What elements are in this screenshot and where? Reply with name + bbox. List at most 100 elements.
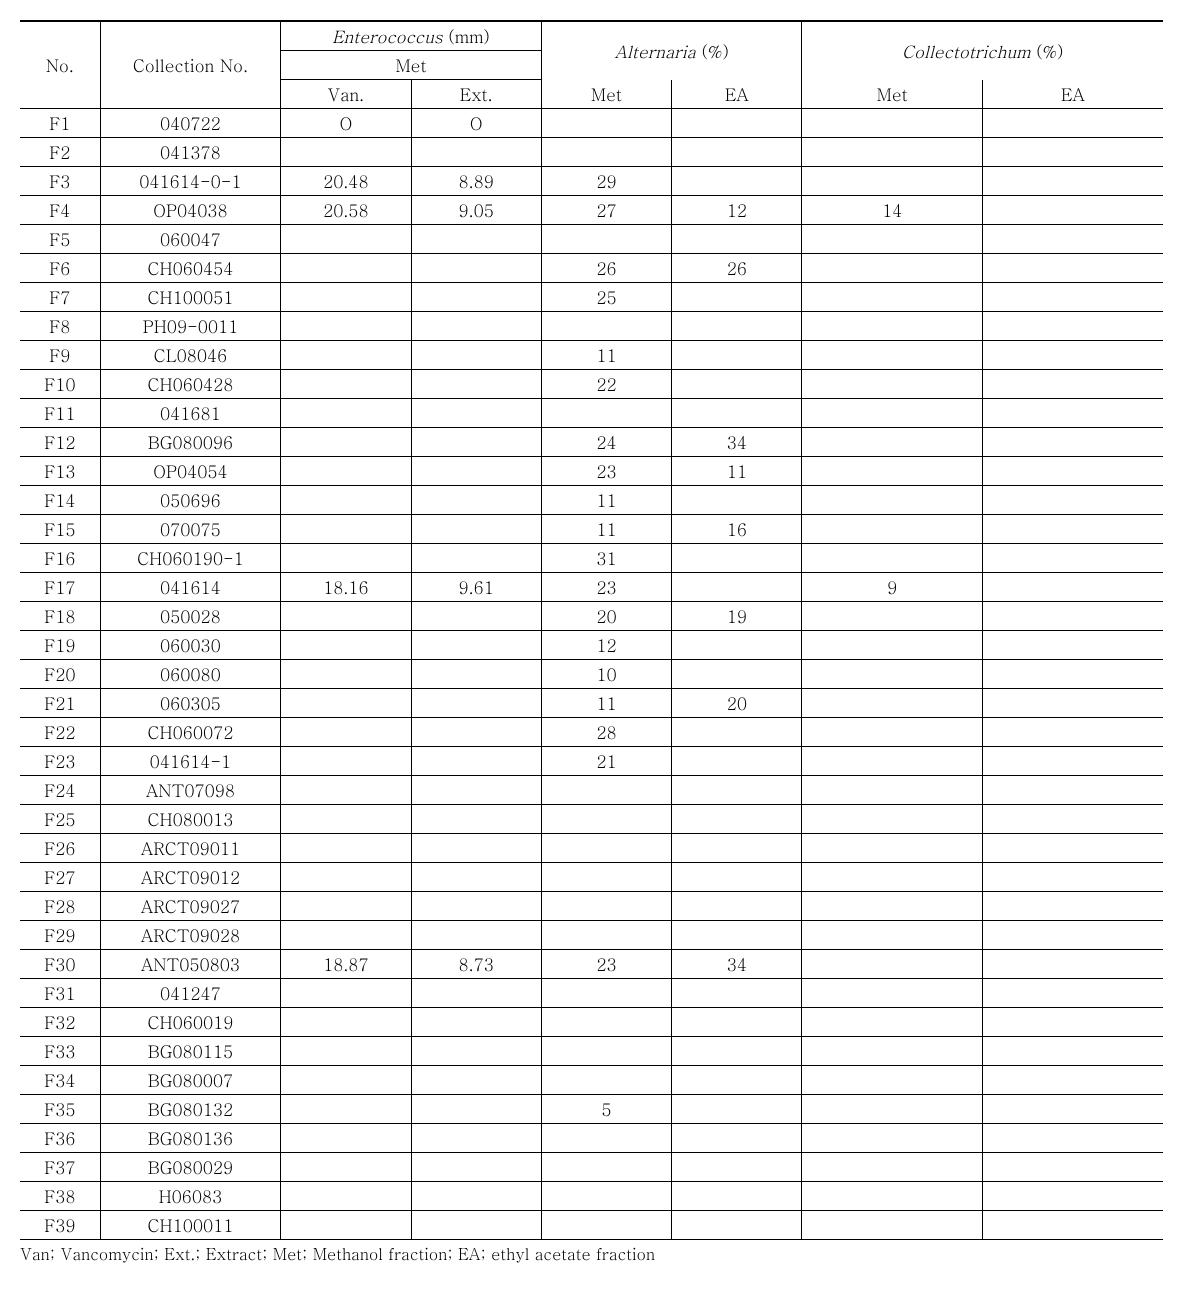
cell-aea	[672, 631, 802, 660]
cell-amet: 12	[541, 631, 671, 660]
cell-coll: 050028	[100, 602, 280, 631]
cell-van	[281, 399, 411, 428]
cell-cmet	[802, 921, 982, 950]
cell-no: F26	[20, 834, 100, 863]
cell-cmet	[802, 631, 982, 660]
cell-no: F27	[20, 863, 100, 892]
col-entero-met: Met	[281, 51, 542, 80]
cell-cmet	[802, 1182, 982, 1211]
cell-amet: 20	[541, 602, 671, 631]
cell-cea	[982, 1066, 1163, 1095]
cell-no: F8	[20, 312, 100, 341]
cell-no: F2	[20, 138, 100, 167]
col-collection: Collection No.	[100, 21, 280, 109]
cell-amet: 31	[541, 544, 671, 573]
cell-ext	[411, 486, 541, 515]
cell-cea	[982, 834, 1163, 863]
cell-coll: 040722	[100, 109, 280, 138]
cell-aea: 34	[672, 428, 802, 457]
cell-van	[281, 1124, 411, 1153]
cell-cea	[982, 1153, 1163, 1182]
cell-van	[281, 544, 411, 573]
cell-amet: 10	[541, 660, 671, 689]
cell-ext	[411, 428, 541, 457]
cell-aea	[672, 573, 802, 602]
table-row: F37BG080029	[20, 1153, 1163, 1182]
cell-amet: 29	[541, 167, 671, 196]
cell-cea	[982, 370, 1163, 399]
cell-coll: 060030	[100, 631, 280, 660]
cell-cmet	[802, 1066, 982, 1095]
cell-aea	[672, 660, 802, 689]
cell-amet: 23	[541, 573, 671, 602]
cell-ext	[411, 689, 541, 718]
cell-ext	[411, 921, 541, 950]
cell-amet	[541, 805, 671, 834]
cell-amet	[541, 1211, 671, 1240]
cell-aea	[672, 138, 802, 167]
cell-coll: ANT050803	[100, 950, 280, 979]
cell-aea: 34	[672, 950, 802, 979]
cell-coll: BG080136	[100, 1124, 280, 1153]
cell-cmet	[802, 863, 982, 892]
table-row: F29ARCT09028	[20, 921, 1163, 950]
cell-no: F39	[20, 1211, 100, 1240]
cell-cea	[982, 428, 1163, 457]
cell-coll: CH080013	[100, 805, 280, 834]
cell-van: 20.48	[281, 167, 411, 196]
cell-aea: 20	[672, 689, 802, 718]
cell-no: F25	[20, 805, 100, 834]
table-row: F20060080 10	[20, 660, 1163, 689]
cell-amet: 26	[541, 254, 671, 283]
cell-no: F17	[20, 573, 100, 602]
cell-cea	[982, 341, 1163, 370]
cell-amet	[541, 1124, 671, 1153]
table-row: F1906003012	[20, 631, 1163, 660]
cell-cmet	[802, 544, 982, 573]
cell-cmet	[802, 718, 982, 747]
cell-coll: 060080	[100, 660, 280, 689]
col-van: Van.	[281, 80, 411, 109]
cell-ext	[411, 515, 541, 544]
cell-coll: 070075	[100, 515, 280, 544]
cell-cmet	[802, 457, 982, 486]
cell-no: F28	[20, 892, 100, 921]
cell-no: F20	[20, 660, 100, 689]
cell-amet	[541, 1008, 671, 1037]
table-row: F1405069611	[20, 486, 1163, 515]
col-alternaria: Alternaria (%)	[541, 21, 802, 80]
cell-no: F35	[20, 1095, 100, 1124]
cell-aea	[672, 1211, 802, 1240]
cell-amet	[541, 1037, 671, 1066]
cell-coll: ARCT09028	[100, 921, 280, 950]
table-row: F23041614-121	[20, 747, 1163, 776]
cell-coll: H06083	[100, 1182, 280, 1211]
cell-aea: 12	[672, 196, 802, 225]
cell-coll: ARCT09012	[100, 863, 280, 892]
cell-ext: 9.61	[411, 573, 541, 602]
cell-cmet	[802, 254, 982, 283]
cell-no: F24	[20, 776, 100, 805]
cell-cea	[982, 544, 1163, 573]
cell-van	[281, 1095, 411, 1124]
cell-coll: BG080115	[100, 1037, 280, 1066]
col-col-met: Met	[802, 80, 982, 109]
cell-amet: 11	[541, 689, 671, 718]
cell-coll: BG080007	[100, 1066, 280, 1095]
table-row: F22CH06007228	[20, 718, 1163, 747]
col-alt-met: Met	[541, 80, 671, 109]
cell-cea	[982, 1182, 1163, 1211]
cell-cea	[982, 573, 1163, 602]
cell-cea	[982, 1124, 1163, 1153]
cell-no: F37	[20, 1153, 100, 1182]
cell-van	[281, 283, 411, 312]
cell-van	[281, 863, 411, 892]
cell-ext	[411, 892, 541, 921]
cell-cmet	[802, 341, 982, 370]
col-ext: Ext.	[411, 80, 541, 109]
cell-van	[281, 1008, 411, 1037]
cell-coll: CH060454	[100, 254, 280, 283]
alternaria-label: Alternaria	[614, 39, 695, 63]
cell-amet: 27	[541, 196, 671, 225]
cell-no: F21	[20, 689, 100, 718]
